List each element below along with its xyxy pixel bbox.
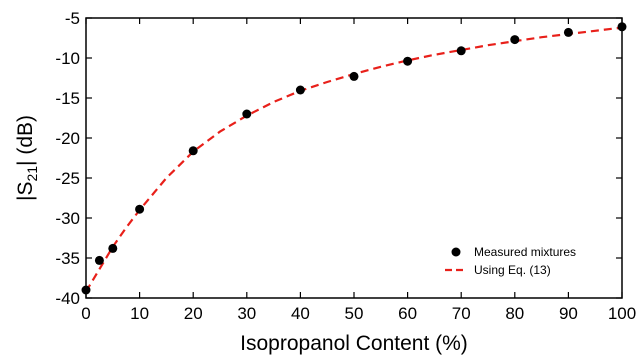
legend-label-measured: Measured mixtures: [474, 245, 576, 259]
y-axis-title-subscript: 21: [24, 166, 40, 182]
data-point-measured: [295, 85, 305, 95]
y-axis-title-prefix: |S: [14, 182, 37, 201]
x-tick-label: 90: [559, 304, 578, 323]
data-point-measured: [456, 46, 466, 56]
x-tick-label: 10: [130, 304, 149, 323]
x-axis: 0 10 20 30 40 50 60 70 80 90 100: [81, 18, 636, 323]
y-axis: -40 -35 -30 -25 -20 -15 -10 -5: [55, 9, 622, 308]
x-tick-label: 100: [608, 304, 636, 323]
x-tick-label: 40: [291, 304, 310, 323]
y-tick-label: -25: [55, 169, 80, 188]
legend: Measured mixtures Using Eq. (13): [445, 245, 576, 277]
y-tick-label: -30: [55, 209, 80, 228]
data-point-measured: [108, 243, 118, 253]
x-tick-label: 20: [184, 304, 203, 323]
y-axis-title: |S21| (dB): [14, 115, 40, 201]
y-axis-title-suffix: | (dB): [14, 115, 37, 166]
legend-marker-measured: [451, 247, 461, 257]
x-tick-label: 30: [237, 304, 256, 323]
y-tick-label: -15: [55, 89, 80, 108]
y-tick-label: -10: [55, 49, 80, 68]
x-tick-label: 0: [81, 304, 90, 323]
data-point-measured: [403, 56, 413, 66]
y-tick-label: -20: [55, 129, 80, 148]
x-tick-label: 50: [345, 304, 364, 323]
x-tick-label: 60: [398, 304, 417, 323]
y-tick-label: -40: [55, 289, 80, 308]
y-tick-label: -35: [55, 249, 80, 268]
series-layer: [81, 22, 627, 295]
series-line-equation: [85, 26, 623, 293]
data-point-measured: [94, 255, 104, 265]
data-point-measured: [188, 146, 198, 156]
data-point-measured: [349, 71, 359, 81]
data-point-measured: [617, 22, 627, 32]
data-point-measured: [81, 285, 91, 295]
x-tick-label: 80: [505, 304, 524, 323]
data-point-measured: [135, 204, 145, 214]
y-tick-label: -5: [65, 9, 80, 28]
legend-label-equation: Using Eq. (13): [474, 263, 551, 277]
x-tick-label: 70: [452, 304, 471, 323]
data-point-measured: [510, 35, 520, 45]
data-point-measured: [563, 27, 573, 37]
data-point-measured: [242, 109, 252, 119]
x-axis-title: Isopropanol Content (%): [240, 332, 468, 355]
